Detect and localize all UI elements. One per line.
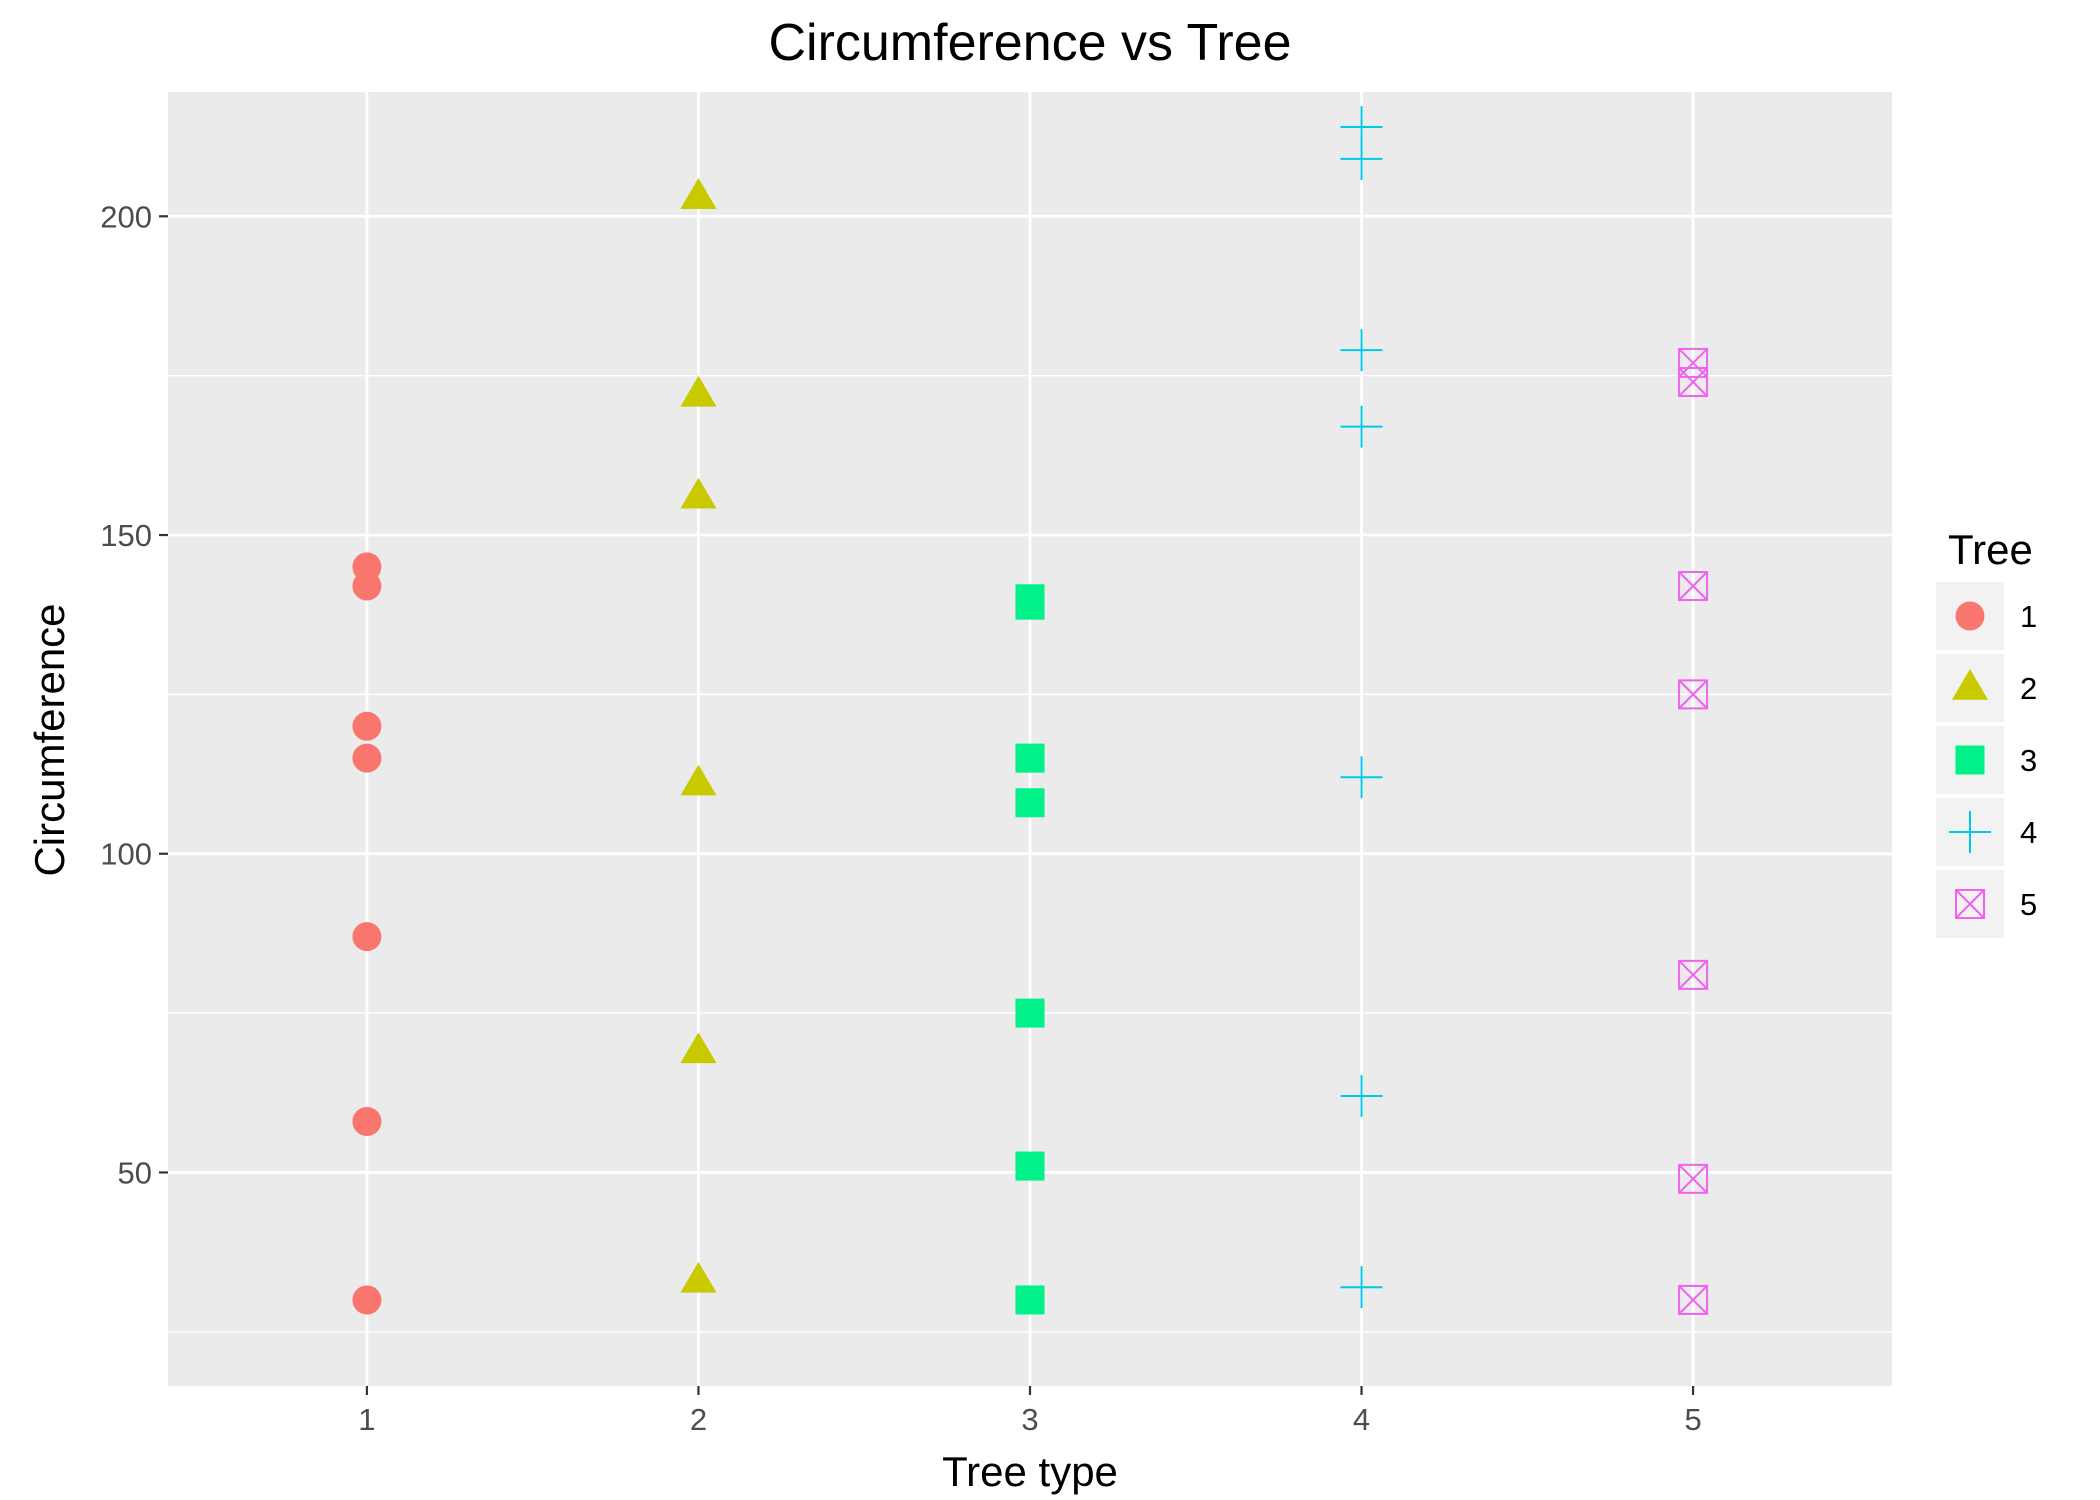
data-point-tree-5 xyxy=(1678,347,1709,378)
marker-square xyxy=(1955,745,1985,775)
data-point-tree-3 xyxy=(1015,1151,1045,1181)
data-point-tree-2 xyxy=(680,1261,717,1293)
data-point-tree-1 xyxy=(352,552,382,582)
legend-label: 3 xyxy=(2020,743,2037,778)
legend-label: 1 xyxy=(2020,599,2037,634)
data-point-tree-2 xyxy=(680,1032,717,1064)
marker-square xyxy=(1015,1151,1045,1181)
data-point-tree-1 xyxy=(352,1106,382,1136)
marker-circle xyxy=(352,711,382,741)
marker-x2 xyxy=(1678,1164,1708,1194)
marker-square xyxy=(1015,584,1045,614)
marker-x2 xyxy=(1678,679,1708,710)
marker-box xyxy=(1678,367,1709,398)
x-tick-label: 4 xyxy=(1353,1402,1370,1437)
x-tick-label: 5 xyxy=(1684,1402,1701,1437)
legend-label: 2 xyxy=(2020,671,2037,706)
legend-keys: 1 2 3 4 5 xyxy=(1936,582,2037,938)
data-point-tree-5 xyxy=(1678,1284,1709,1315)
data-point-tree-3 xyxy=(1015,743,1045,773)
legend-key-1 xyxy=(1955,601,1985,631)
legend-key-5 xyxy=(1955,889,1985,919)
marker-circle xyxy=(352,1106,382,1136)
data-point-tree-4 xyxy=(1340,106,1383,149)
y-tick-label: 200 xyxy=(100,199,152,234)
marker-square xyxy=(1015,998,1045,1028)
marker-box xyxy=(1955,889,1985,919)
chart-title: Circumference vs Tree xyxy=(768,14,1291,72)
marker-triangle xyxy=(680,375,717,407)
data-point-tree-3 xyxy=(1015,1285,1045,1315)
marker-box xyxy=(1678,679,1709,710)
legend-key-2 xyxy=(1951,669,1989,700)
x-tick-label: 3 xyxy=(1021,1402,1038,1437)
legend-label: 4 xyxy=(2020,815,2037,850)
marker-circle xyxy=(352,1285,382,1315)
legend: Tree 1 2 3 4 5 xyxy=(1936,526,2037,938)
y-tick-label: 50 xyxy=(118,1155,152,1190)
legend-key-4 xyxy=(1949,811,1991,853)
marker-triangle xyxy=(680,1032,717,1064)
data-point-tree-4 xyxy=(1340,1266,1383,1309)
marker-circle xyxy=(352,922,382,952)
marker-box xyxy=(1678,347,1709,378)
marker-square xyxy=(1015,788,1045,818)
data-point-tree-4 xyxy=(1340,1074,1383,1117)
data-point-tree-1 xyxy=(352,1285,382,1315)
marker-x2 xyxy=(1678,348,1708,378)
marker-triangle xyxy=(680,764,717,796)
marker-square xyxy=(1015,1285,1045,1315)
data-point-tree-4 xyxy=(1340,756,1383,799)
marker-triangle xyxy=(680,178,717,209)
data-point-tree-1 xyxy=(352,711,382,741)
marker-box xyxy=(1678,959,1709,990)
data-point-tree-2 xyxy=(680,178,717,209)
marker-box xyxy=(1678,1284,1709,1315)
marker-x2 xyxy=(1678,1285,1708,1315)
x-axis-ticks: 1 2 3 4 5 xyxy=(358,1386,1702,1437)
marker-square xyxy=(1015,743,1045,773)
y-axis-title: Circumference xyxy=(26,603,73,876)
y-tick-label: 100 xyxy=(100,837,152,872)
data-point-tree-5 xyxy=(1678,959,1709,990)
data-point-tree-1 xyxy=(352,922,382,952)
legend-title: Tree xyxy=(1948,526,2033,573)
marker-circle xyxy=(352,743,382,773)
x-tick-label: 1 xyxy=(358,1402,375,1437)
marker-box xyxy=(1678,1163,1709,1194)
data-point-tree-3 xyxy=(1015,788,1045,818)
marker-triangle xyxy=(680,477,717,509)
data-point-tree-3 xyxy=(1015,998,1045,1028)
y-tick-label: 150 xyxy=(100,518,152,553)
data-point-tree-5 xyxy=(1678,571,1709,602)
legend-label: 5 xyxy=(2020,887,2037,922)
marker-triangle xyxy=(1951,669,1989,700)
data-point-tree-3 xyxy=(1015,584,1045,614)
data-points xyxy=(352,106,1709,1315)
marker-circle xyxy=(1955,601,1985,631)
data-point-tree-4 xyxy=(1340,405,1383,448)
x-axis-title: Tree type xyxy=(942,1448,1118,1495)
legend-key-3 xyxy=(1955,745,1985,775)
data-point-tree-4 xyxy=(1340,329,1383,372)
marker-x2 xyxy=(1678,571,1708,601)
data-point-tree-5 xyxy=(1678,1163,1709,1194)
marker-x2 xyxy=(1678,960,1708,990)
x-tick-label: 2 xyxy=(690,1402,707,1437)
data-point-tree-5 xyxy=(1678,679,1709,710)
y-axis-ticks: 50 100 150 200 xyxy=(100,199,168,1190)
marker-triangle xyxy=(680,1261,717,1293)
data-point-tree-2 xyxy=(680,375,717,407)
marker-circle xyxy=(352,552,382,582)
marker-x2 xyxy=(1955,889,1985,919)
data-point-tree-1 xyxy=(352,743,382,773)
data-point-tree-2 xyxy=(680,764,717,796)
marker-box xyxy=(1678,571,1709,602)
data-point-tree-2 xyxy=(680,477,717,509)
